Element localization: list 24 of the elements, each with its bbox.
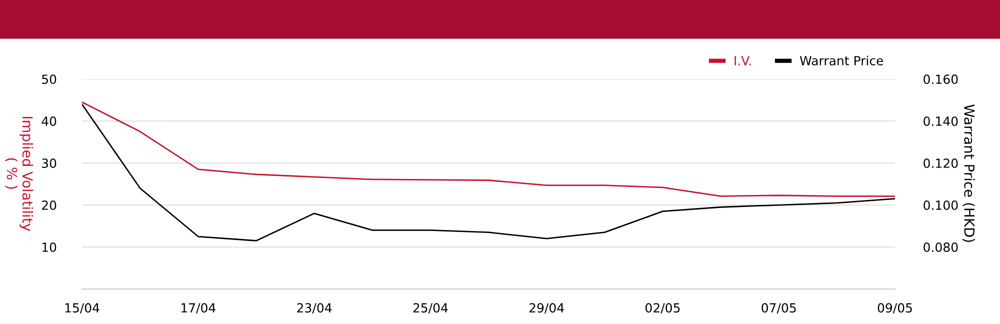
x-tick-label: 17/04 xyxy=(182,303,216,314)
x-tick-label: 23/04 xyxy=(297,303,332,314)
x-tick-label: 15/04 xyxy=(65,303,100,314)
line-series xyxy=(82,104,895,242)
line-series xyxy=(82,101,895,197)
y-tick-label: 20 xyxy=(42,200,56,210)
y2-tick-label: 0.160 xyxy=(924,74,958,84)
y-tick-label: 50 xyxy=(42,74,56,84)
y2-tick-label: 0.140 xyxy=(924,116,958,126)
y2-tick-label: 0.100 xyxy=(924,200,958,210)
y2-tick-label: 0.080 xyxy=(924,242,958,252)
y-tick-label: 40 xyxy=(42,116,56,126)
y2-axis-title: Warrant Price (HKD) xyxy=(962,104,975,242)
y-tick-label: 30 xyxy=(42,158,56,168)
y2-tick-label: 0.120 xyxy=(924,158,958,168)
legend-label: I.V. xyxy=(734,56,751,66)
x-tick-label: 07/05 xyxy=(762,303,796,314)
y-axis-title: Implied Volatility ( % ) xyxy=(5,116,34,232)
x-tick-label: 02/05 xyxy=(646,303,680,314)
x-tick-label: 09/05 xyxy=(878,303,912,314)
legend-label: Warrant Price xyxy=(800,56,884,66)
x-tick-label: 25/04 xyxy=(413,303,448,314)
y-tick-label: 10 xyxy=(42,242,56,252)
x-tick-label: 29/04 xyxy=(529,303,564,314)
